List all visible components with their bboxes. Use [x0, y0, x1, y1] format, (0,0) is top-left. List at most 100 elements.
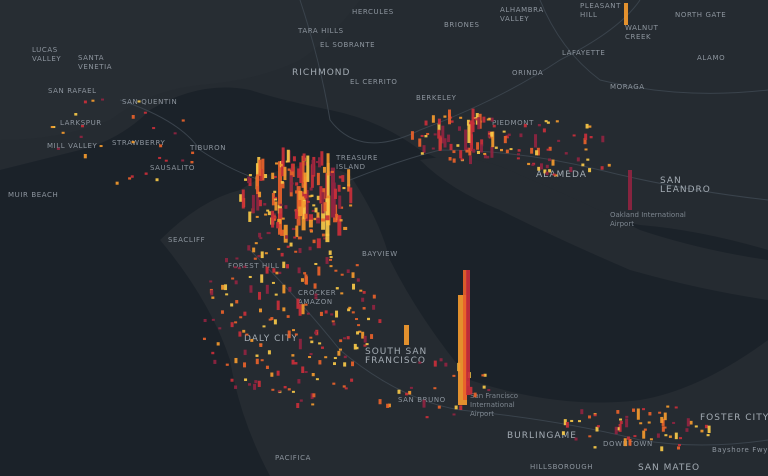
label-line: Airport	[470, 410, 494, 418]
column	[301, 155, 305, 188]
column	[425, 416, 429, 419]
column	[290, 163, 294, 172]
column	[328, 171, 332, 176]
place-label: RICHMOND	[292, 68, 350, 78]
column	[284, 205, 288, 209]
column	[431, 147, 435, 150]
column	[326, 162, 330, 196]
column	[491, 131, 495, 148]
column	[565, 421, 569, 428]
column	[405, 392, 409, 396]
column	[332, 362, 336, 366]
column	[607, 163, 611, 167]
label-line: AMAZON	[298, 298, 333, 306]
column	[339, 339, 343, 343]
label-line: ALHAMBRA	[500, 6, 544, 14]
column	[623, 438, 627, 447]
column	[315, 161, 319, 164]
column	[490, 146, 494, 158]
column	[321, 192, 325, 214]
column	[452, 374, 456, 377]
column	[287, 388, 291, 391]
column	[581, 163, 585, 167]
place-label: HILLSBOROUGH	[530, 463, 593, 471]
column	[309, 229, 313, 232]
column	[281, 217, 285, 220]
column	[266, 209, 270, 212]
column	[271, 172, 275, 180]
column	[291, 329, 295, 332]
column	[256, 186, 260, 211]
column	[643, 428, 647, 431]
column	[248, 211, 252, 222]
place-label: LUCAS VALLEY	[32, 46, 61, 63]
column	[308, 219, 313, 228]
column	[233, 266, 237, 269]
column	[239, 316, 243, 319]
column	[309, 336, 313, 339]
column	[362, 290, 366, 294]
column	[362, 307, 366, 310]
column	[52, 126, 56, 129]
place-label: MORAGA	[610, 83, 645, 91]
column	[466, 270, 470, 395]
column	[300, 278, 304, 282]
column	[459, 116, 463, 119]
column	[689, 420, 693, 425]
column	[534, 141, 538, 148]
place-label: NORTH GATE	[675, 11, 726, 19]
column	[211, 351, 215, 355]
column	[259, 308, 263, 313]
column	[264, 174, 268, 179]
column	[271, 192, 275, 206]
column	[306, 155, 310, 182]
column	[309, 214, 314, 222]
column	[234, 280, 238, 285]
column	[448, 157, 452, 161]
column	[275, 271, 279, 275]
label-line: LARKSPUR	[60, 119, 102, 127]
column	[647, 421, 651, 424]
column	[679, 437, 683, 440]
column	[275, 162, 279, 165]
column	[250, 338, 254, 342]
column	[319, 186, 323, 204]
column	[257, 380, 261, 387]
column	[619, 420, 623, 425]
column	[281, 147, 285, 167]
column	[331, 320, 335, 323]
column	[304, 303, 308, 306]
column	[203, 319, 207, 323]
column	[316, 238, 321, 249]
column	[349, 204, 353, 207]
label-line: BRIONES	[444, 21, 480, 29]
column	[258, 199, 262, 207]
column	[422, 145, 426, 153]
column	[279, 163, 283, 167]
column	[422, 399, 426, 408]
column	[628, 438, 632, 446]
column	[332, 322, 336, 326]
column	[457, 126, 461, 131]
label-line: CROCKER	[298, 289, 336, 297]
column	[420, 152, 424, 155]
column	[334, 269, 338, 272]
column	[542, 128, 546, 133]
column	[274, 201, 278, 211]
column	[479, 144, 483, 153]
column	[628, 170, 632, 210]
column	[433, 360, 437, 367]
label-line: ORINDA	[512, 69, 543, 77]
column	[209, 280, 213, 283]
column	[320, 346, 324, 349]
column	[273, 319, 277, 325]
label-line: TIBURON	[189, 144, 226, 152]
column	[454, 405, 458, 410]
column	[488, 132, 492, 135]
column	[341, 175, 345, 182]
column	[517, 153, 521, 156]
place-label: Bayshore Fwy	[712, 446, 768, 454]
column	[312, 204, 316, 207]
column	[230, 378, 234, 382]
column	[438, 135, 442, 151]
